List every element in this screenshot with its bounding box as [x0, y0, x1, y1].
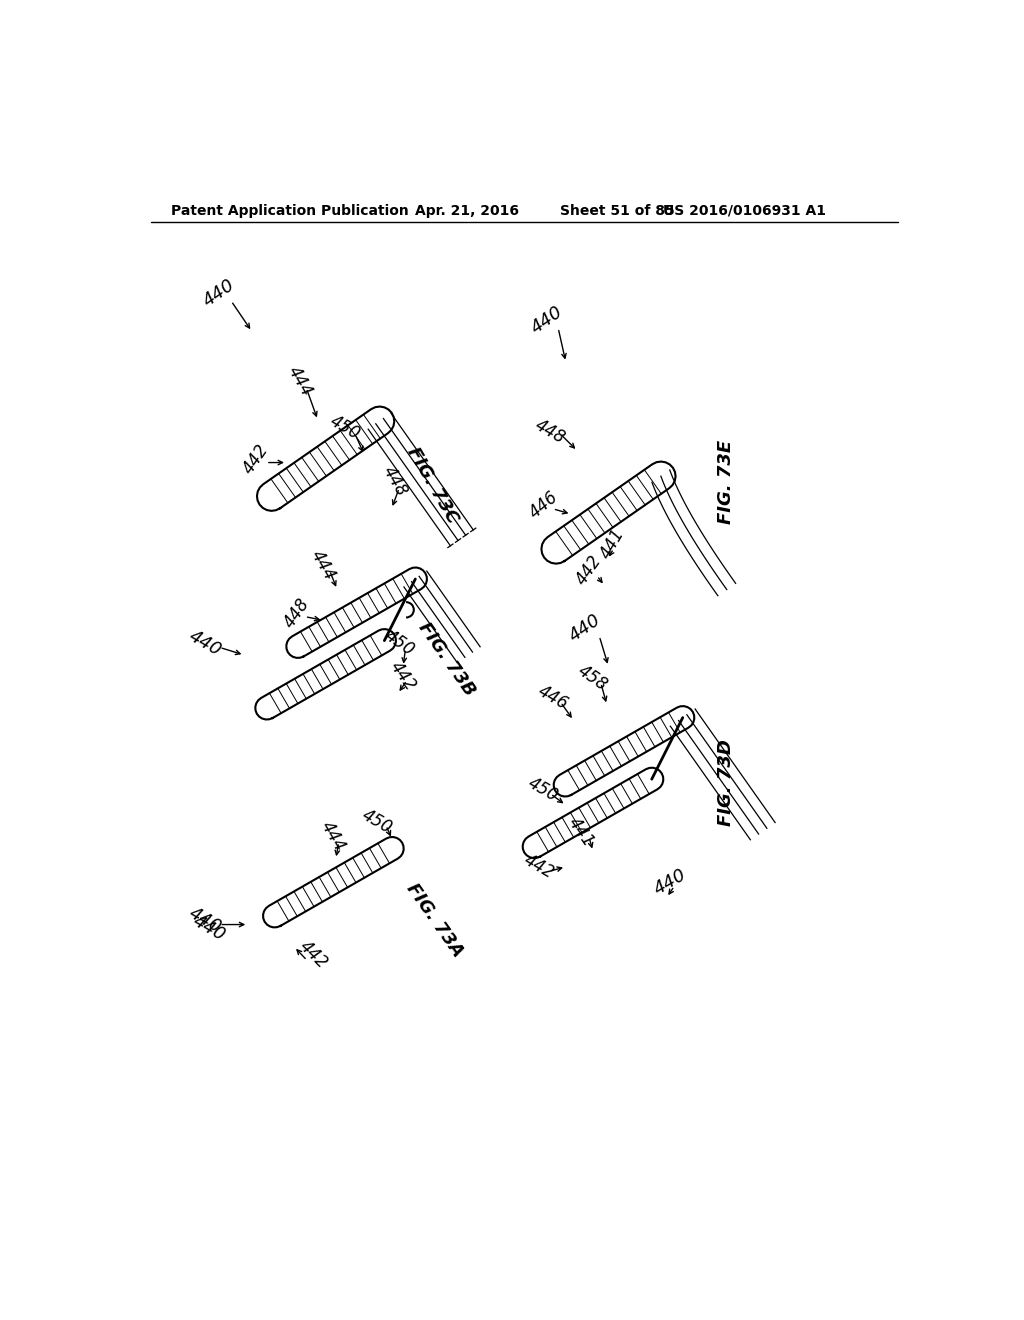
Text: 448: 448 — [281, 594, 313, 631]
Text: 444: 444 — [307, 546, 339, 583]
Text: 442: 442 — [572, 552, 605, 589]
Text: 446: 446 — [525, 488, 561, 521]
Text: 442: 442 — [240, 441, 272, 477]
Text: 442: 442 — [296, 937, 331, 972]
Text: 444: 444 — [317, 817, 349, 854]
Text: 440: 440 — [186, 904, 225, 937]
Text: 450: 450 — [524, 774, 561, 805]
Text: 440: 440 — [527, 302, 566, 338]
Text: 440: 440 — [566, 611, 604, 645]
Text: 441: 441 — [565, 814, 598, 850]
Text: FIG. 73C: FIG. 73C — [403, 445, 461, 527]
Text: 442: 442 — [387, 657, 420, 694]
Text: 440: 440 — [186, 627, 225, 660]
Text: 458: 458 — [574, 661, 611, 694]
Text: FIG. 73B: FIG. 73B — [415, 619, 478, 700]
Text: 442: 442 — [520, 851, 557, 883]
Text: FIG. 73E: FIG. 73E — [717, 440, 735, 524]
Text: 446: 446 — [535, 681, 571, 713]
Text: 440: 440 — [189, 912, 228, 945]
Text: 450: 450 — [381, 627, 418, 660]
Text: 440: 440 — [200, 276, 238, 310]
Text: 448: 448 — [380, 463, 412, 500]
Text: 440: 440 — [651, 866, 690, 899]
Text: 441: 441 — [597, 525, 628, 562]
Text: US 2016/0106931 A1: US 2016/0106931 A1 — [663, 203, 825, 218]
Text: Sheet 51 of 85: Sheet 51 of 85 — [560, 203, 675, 218]
Text: 444: 444 — [285, 363, 315, 400]
Text: 450: 450 — [327, 412, 364, 444]
Text: Apr. 21, 2016: Apr. 21, 2016 — [415, 203, 519, 218]
Text: FIG. 73D: FIG. 73D — [717, 739, 735, 825]
Text: 448: 448 — [532, 416, 568, 447]
Text: FIG. 73A: FIG. 73A — [403, 880, 467, 961]
Text: Patent Application Publication: Patent Application Publication — [171, 203, 409, 218]
Text: 450: 450 — [358, 805, 395, 837]
